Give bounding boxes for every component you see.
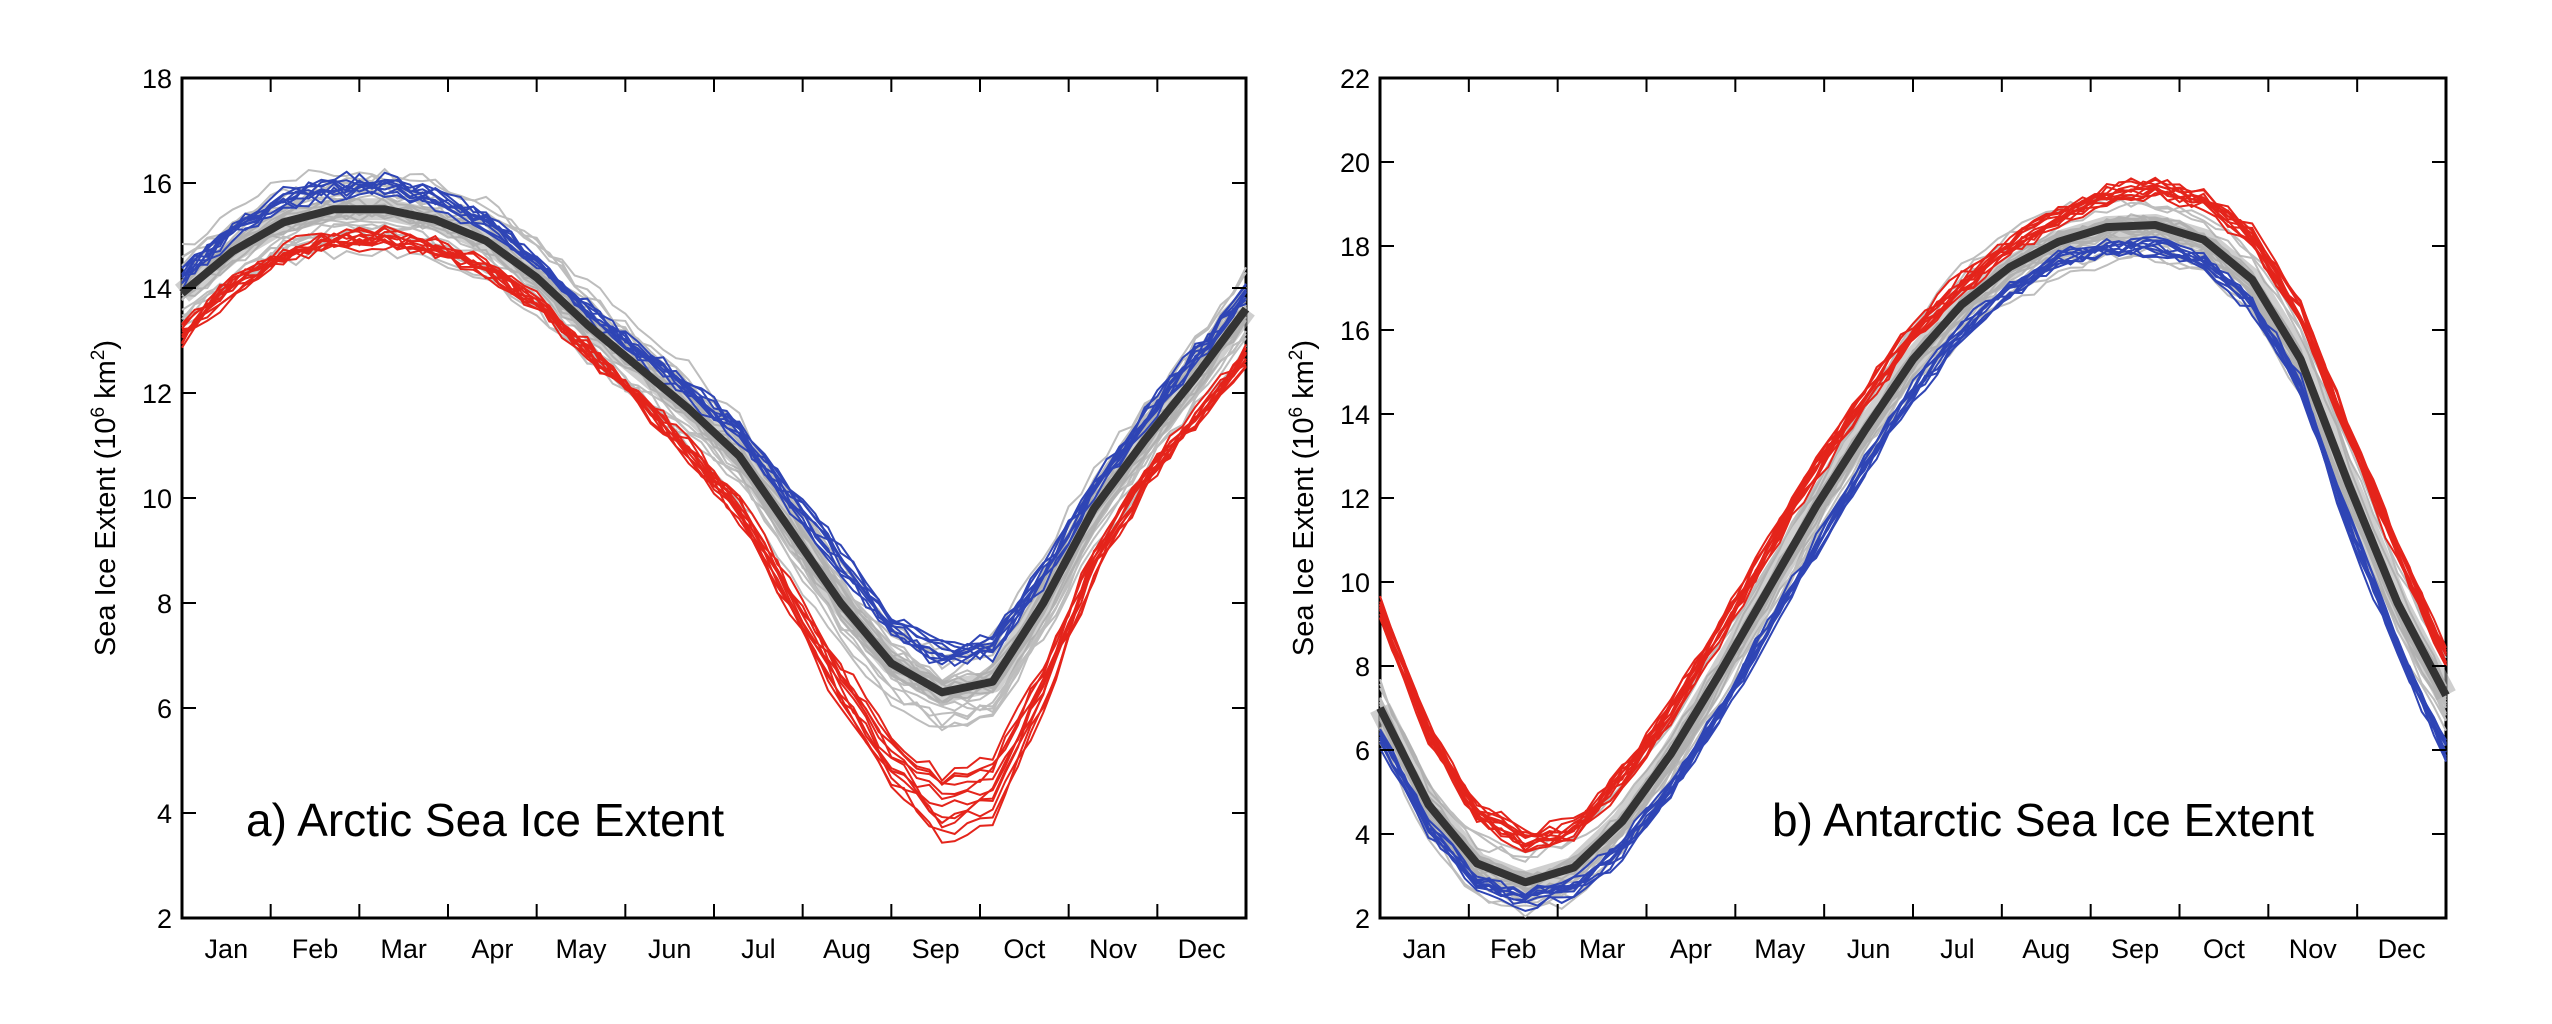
antarctic-mean-series-group [1376,221,2450,887]
y-tick-label: 14 [1340,400,1370,430]
mean-series-line [1376,221,2450,887]
y-tick-label: 10 [142,484,172,514]
x-tick-label: Sep [912,934,960,964]
y-tick-label: 14 [142,274,172,304]
antarctic-y-axis-label: Sea Ice Extent (106 km2) [1286,340,1320,656]
blue-series-line [1379,245,2447,904]
y-tick-label: 10 [1340,568,1370,598]
arctic-panel-title: a) Arctic Sea Ice Extent [246,794,724,846]
x-tick-label: Dec [1178,934,1226,964]
red-series-line [1379,178,2447,840]
y-tick-label: 12 [142,379,172,409]
arctic-colored-series-group [181,170,1247,844]
x-tick-label: Nov [1089,934,1138,964]
x-tick-label: Aug [2022,934,2070,964]
antarctic-axis-ticks: 2 4 6 8 10 12 14 16 18 20 22 Jan Feb Mar Apr May Jun Jul A… [1340,64,2446,964]
x-tick-label: Oct [2203,934,2246,964]
arctic-grey-series-group [174,167,1255,732]
x-tick-label: Jan [1403,934,1447,964]
x-tick-label: Jun [648,934,692,964]
blue-series-line [181,171,1247,648]
antarctic-panel-title: b) Antarctic Sea Ice Extent [1772,794,2314,846]
blue-series-line [181,189,1247,665]
y-tick-label: 12 [1340,484,1370,514]
blue-series-line [1379,249,2447,913]
y-tick-label: 8 [157,589,172,619]
grey-series-line [181,223,1247,712]
y-tick-label: 2 [157,904,172,934]
x-tick-label: Jul [741,934,776,964]
arctic-y-axis-label: Sea Ice Extent (106 km2) [88,340,122,656]
arctic-axis-ticks: 2 4 6 8 10 12 14 16 18 Jan Feb Mar Apr May Jun Jul Aug Se… [142,64,1246,964]
red-series-line [1379,178,2447,836]
red-series-line [1379,185,2447,854]
red-series-line [1379,176,2447,838]
red-series-line [1379,187,2447,852]
x-tick-label: May [555,934,607,964]
x-tick-label: Feb [1490,934,1537,964]
x-tick-label: Jun [1847,934,1891,964]
y-tick-label: 18 [142,64,172,94]
y-tick-label: 4 [1355,820,1370,850]
red-series-line [181,238,1247,844]
red-series-line [1379,186,2447,841]
arctic-mean-series-group [179,205,1250,697]
y-tick-label: 16 [1340,316,1370,346]
antarctic-plot-frame [1378,76,2448,920]
blue-series-line [181,181,1247,661]
red-series-line [1379,184,2447,838]
red-series-line [181,239,1247,836]
x-tick-label: Jul [1940,934,1975,964]
x-tick-label: Dec [2378,934,2426,964]
x-tick-label: Mar [1579,934,1626,964]
x-tick-label: Oct [1003,934,1046,964]
x-tick-label: Mar [380,934,427,964]
x-tick-label: May [1754,934,1806,964]
y-tick-label: 20 [1340,148,1370,178]
y-tick-label: 8 [1355,652,1370,682]
y-tick-label: 4 [157,799,172,829]
grey-series-line [181,168,1247,653]
x-tick-label: Aug [823,934,871,964]
antarctic-colored-series-group [1379,176,2447,913]
grey-series-line [1379,213,2447,879]
y-tick-label: 22 [1340,64,1370,94]
y-tick-label: 6 [1355,736,1370,766]
grey-series-line [181,205,1247,698]
x-tick-label: Sep [2111,934,2159,964]
mean-series-line [179,205,1250,697]
y-tick-label: 6 [157,694,172,724]
x-tick-label: Nov [2289,934,2338,964]
arctic-panel: 2 4 6 8 10 12 14 16 18 Jan Feb Mar Apr May Jun Jul Aug Se… [88,64,1255,964]
x-tick-label: Apr [1670,934,1712,964]
red-series-line [181,234,1247,825]
y-tick-label: 16 [142,169,172,199]
y-tick-label: 18 [1340,232,1370,262]
x-tick-label: Apr [471,934,513,964]
x-tick-label: Feb [292,934,339,964]
x-tick-label: Jan [205,934,249,964]
y-tick-label: 2 [1355,904,1370,934]
antarctic-panel: 2 4 6 8 10 12 14 16 18 20 22 Jan Feb Mar Apr May Jun Jul A… [1286,64,2456,964]
